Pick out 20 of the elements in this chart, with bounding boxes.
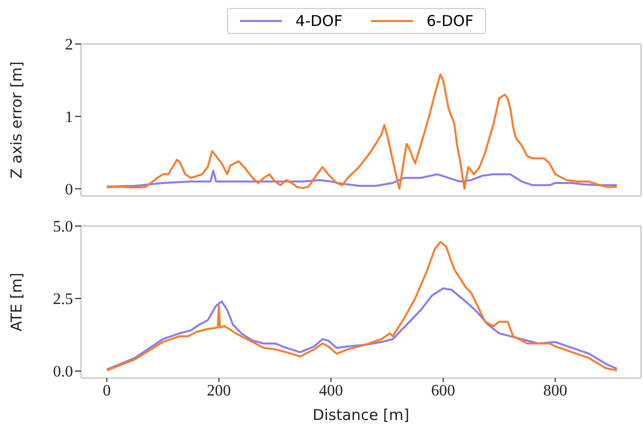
x-tick-label: 600 (431, 382, 456, 400)
legend-label: 4-DOF (296, 12, 342, 30)
y-tick-label: 2 (65, 36, 73, 54)
y-tick-label: 2.5 (53, 291, 73, 308)
x-tick-label: 0 (102, 382, 111, 400)
line-series (106, 170, 618, 188)
x-tick-label: 800 (543, 382, 568, 400)
line-series (106, 73, 618, 190)
x-axis-title: Distance [m] (312, 406, 410, 424)
legend-label: 6-DOF (426, 12, 474, 30)
y-tick-label: 5.0 (53, 218, 73, 236)
y-axis-title: ATE [m] (7, 272, 26, 332)
x-tick-label: 400 (319, 382, 344, 400)
y-axis-title: Z axis error [m] (7, 61, 26, 179)
y-tick-label: 0.0 (53, 364, 73, 381)
line-series (106, 240, 618, 372)
y-tick-label: 1 (65, 109, 73, 126)
x-tick-label: 200 (206, 382, 231, 400)
y-tick-label: 0 (65, 181, 73, 198)
line-series (106, 287, 618, 371)
